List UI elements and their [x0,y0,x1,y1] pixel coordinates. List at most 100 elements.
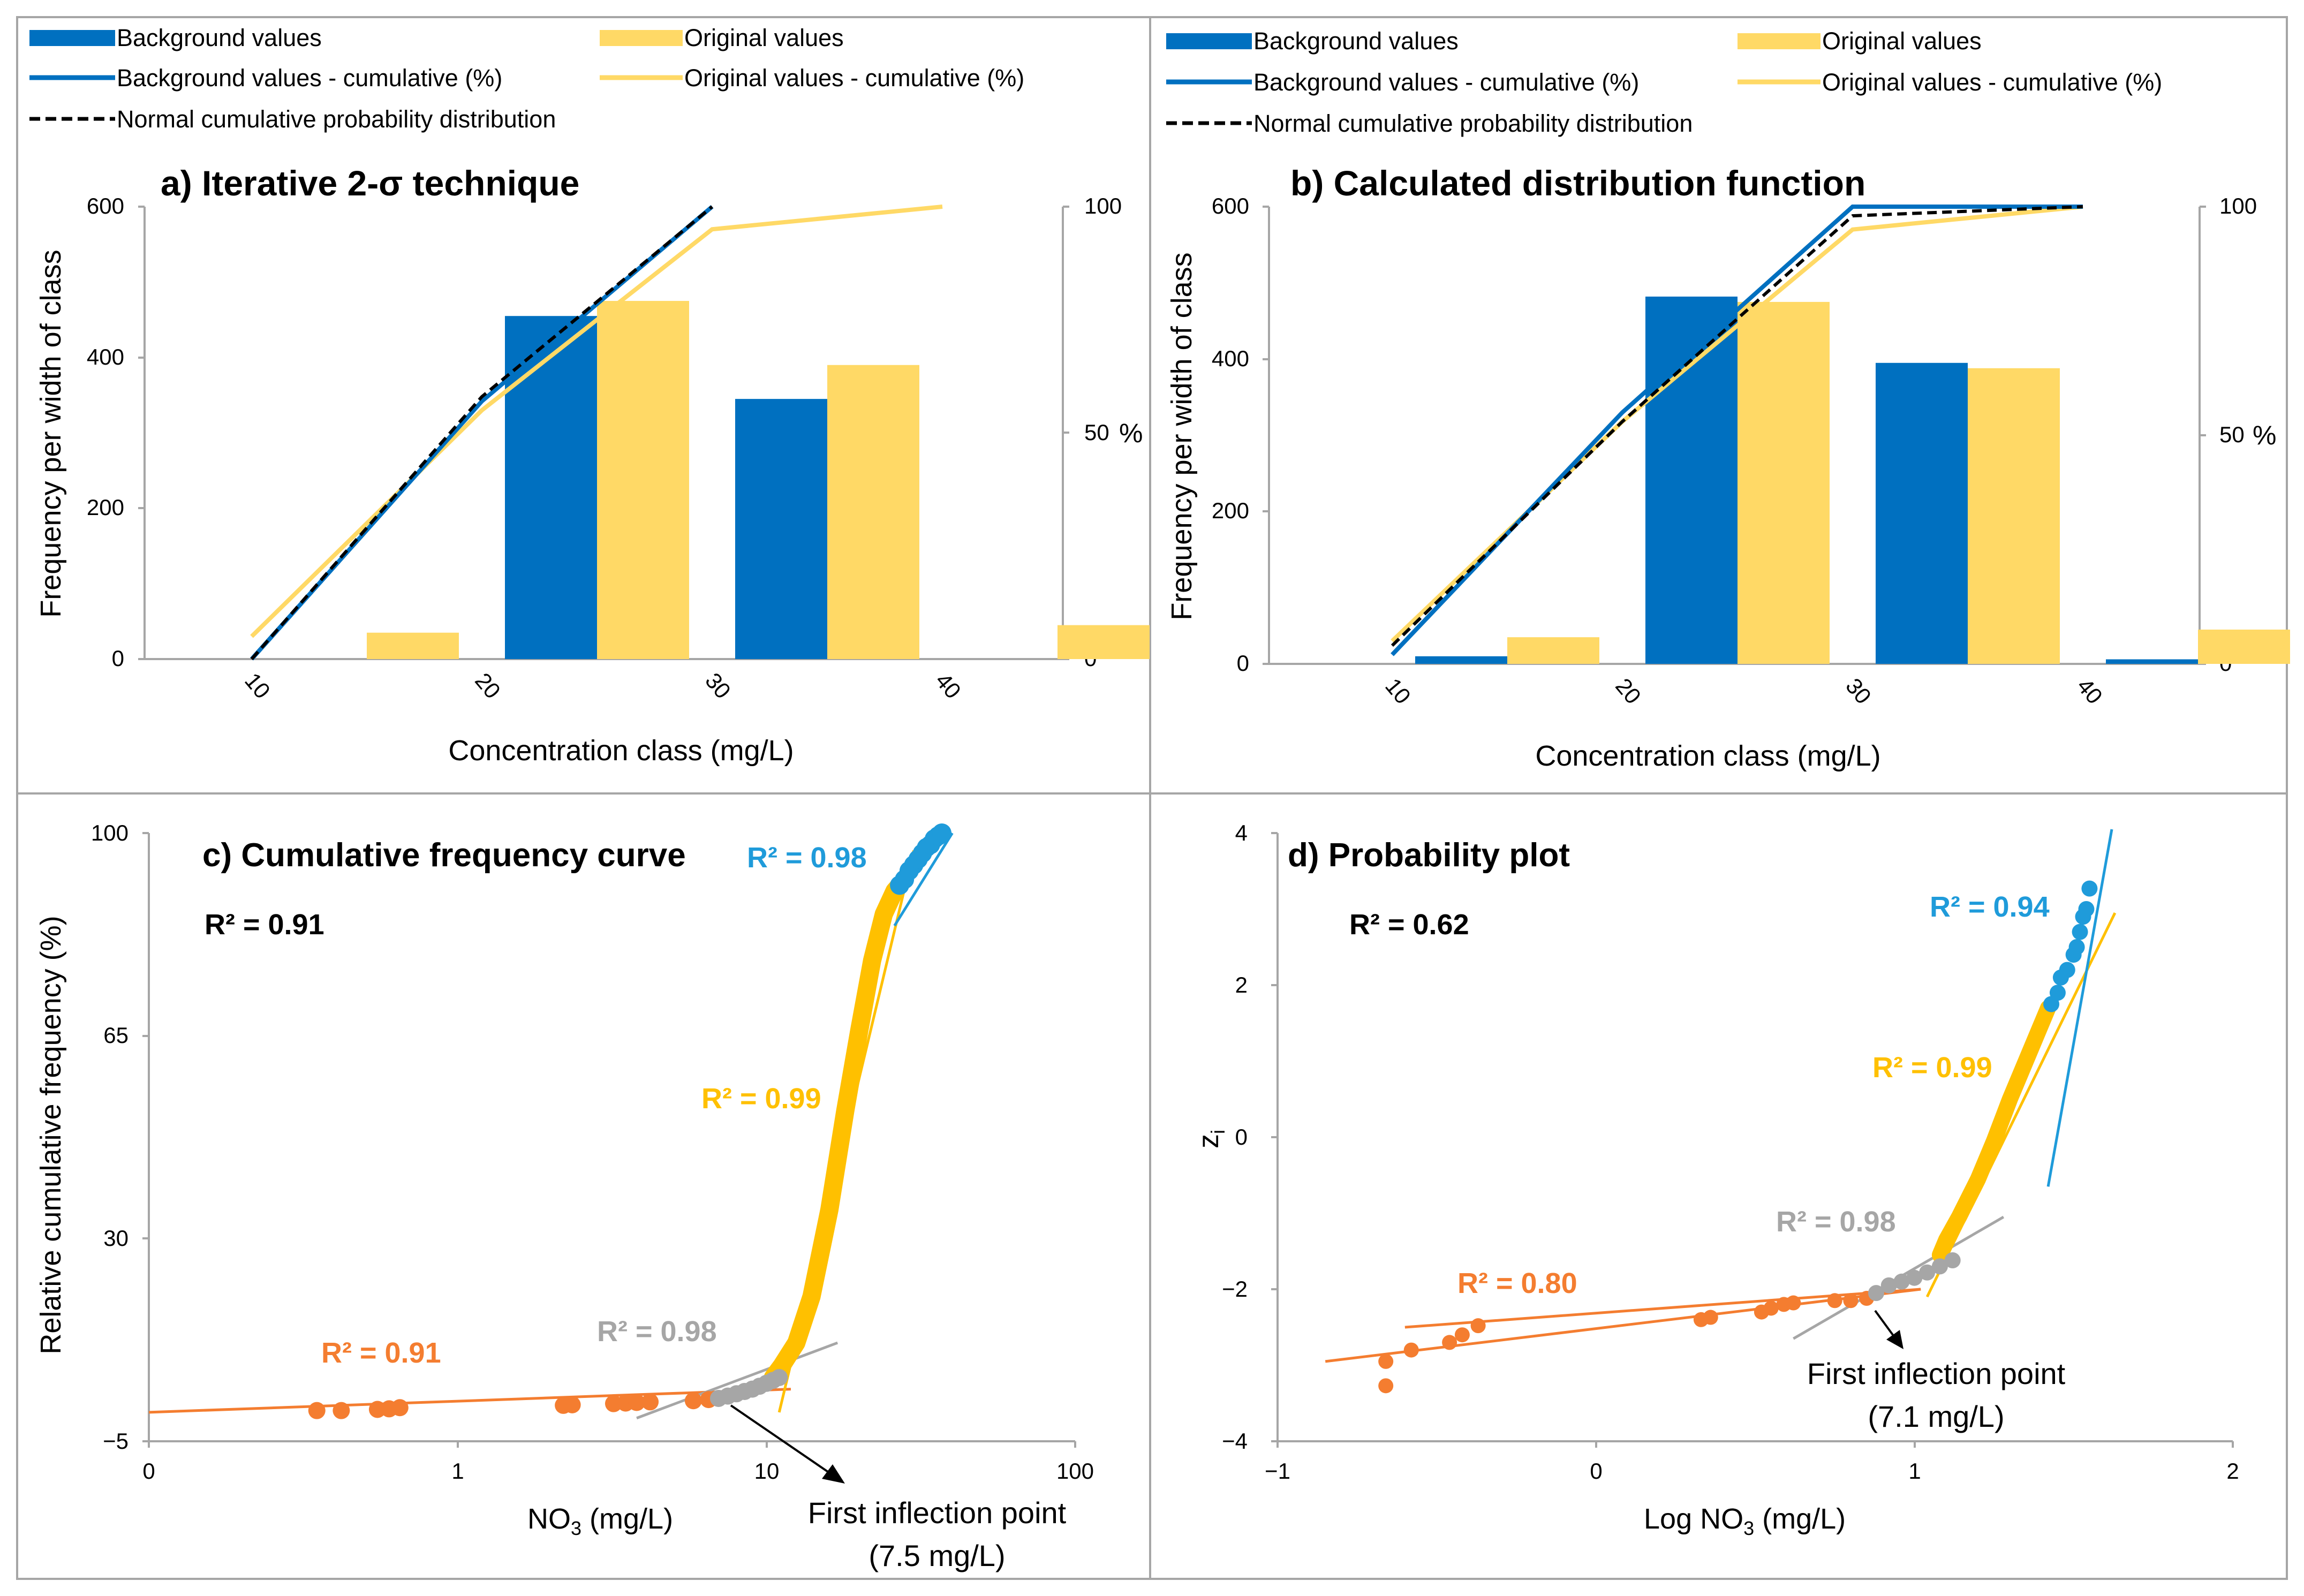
lines-a [250,205,943,661]
point-d-blue-3 [2059,962,2075,978]
y-tick-b-600: 600 [1212,193,1249,218]
y-tick-d--2: −2 [1222,1276,1248,1302]
legend-label-original-values: Original values [684,24,844,51]
bar-b-original-40 [2198,629,2290,664]
bar-a-original-20 [597,301,689,659]
point-c-orange-7 [605,1395,622,1412]
annotation-c-line2: (7.5 mg/L) [868,1539,1005,1572]
legend-label-original-values-b: Original values [1822,27,1982,55]
chart-title-d: d) Probability plot [1288,837,1570,874]
bar-b-background-30 [1876,362,1968,664]
y-tick-a-0: 0 [112,646,124,671]
bar-a-original-30 [827,365,919,659]
point-c-orange-9 [628,1394,646,1411]
x-tick-a-10: 10 [240,668,275,704]
x-tick-d-2: 2 [2226,1458,2239,1484]
annotation-d-line1: First inflection point [1807,1357,2066,1390]
x-tick-b-10: 10 [1380,674,1416,709]
legend-label-background-values: Background values [117,24,322,51]
y-axis-label-d-sub: i [1207,1130,1229,1134]
legend-swatch-original-bar [600,30,683,46]
y-tick-d--4: −4 [1222,1428,1248,1454]
x-tick-c-100: 100 [1056,1458,1094,1484]
y-tick-b-400: 400 [1212,346,1249,371]
point-c-gray-8 [770,1368,788,1386]
point-d-orange-11 [1786,1295,1801,1311]
point-d-blue-9 [2081,880,2098,897]
r2-label-c-blue: R² = 0.98 [747,842,867,874]
point-d-orange-1 [1378,1353,1394,1369]
x-tick-a-30: 30 [700,668,736,704]
bar-a-original-10 [367,632,459,659]
point-d-gray-6 [1944,1252,1961,1269]
point-d-gray-4 [1919,1264,1936,1281]
x-axis-label-b: Concentration class (mg/L) [1535,740,1880,772]
fit-line-c-blue [893,832,954,927]
legend-label-background-cumulative: Background values - cumulative (%) [117,64,502,92]
y-tick-d-4: 4 [1235,820,1248,845]
bar-a-original-40 [1057,625,1150,659]
point-d-gray-5 [1931,1258,1948,1275]
point-d-blue-6 [2072,924,2088,940]
fit-line-d-blue [2046,829,2113,1187]
point-d-gray-2 [1893,1273,1910,1290]
r2-label-c-gold: R² = 0.99 [701,1083,821,1115]
lines-b [1391,205,2083,656]
point-c-orange-11 [684,1392,702,1410]
y-tick-c-100: 100 [91,820,129,845]
bar-b-background-20 [1645,296,1738,664]
x-tick-b-40: 40 [2072,674,2107,709]
x-tick-a-40: 40 [931,668,966,704]
x-axis-label-d-unit: (mg/L) [1754,1503,1846,1535]
legend-label-original-cumulative-b: Original values - cumulative (%) [1822,69,2162,96]
panel-c-frame [16,792,1151,1580]
y-tick-d-0: 0 [1235,1124,1248,1149]
x-tick-c-1: 1 [451,1458,464,1484]
y-tick-a-600: 600 [87,193,124,218]
bar-b-original-30 [1968,368,2060,664]
x-tick-a-20: 20 [470,668,505,704]
y2-label-b: % [2253,420,2276,450]
inflection-arrow-c [730,1404,834,1476]
r2-overall-c: R² = 0.91 [205,909,324,941]
plot-c [148,823,954,1420]
point-d-orange-2 [1403,1342,1419,1358]
y2-label-a: % [1119,418,1143,448]
y2-tick-a-50: 50 [1084,420,1109,445]
r2-label-d-gold: R² = 0.99 [1872,1052,1992,1084]
line-b-background-cumulative [1391,205,2083,656]
chart-title-c: c) Cumulative frequency curve [202,837,686,874]
annotation-d-line2: (7.1 mg/L) [1868,1400,2004,1433]
x-tick-d-1: 1 [1908,1458,1921,1484]
r2-label-d-gray: R² = 0.98 [1776,1206,1896,1238]
panel-b: Background values Original values Backgr… [1166,27,2290,772]
x-tick-c-10: 10 [754,1458,780,1484]
y-tick-b-0: 0 [1237,650,1249,676]
point-d-orange-3 [1442,1335,1457,1350]
y-tick-c-30: 30 [103,1226,129,1251]
y-axis-label-d: zi [1192,1130,1229,1148]
point-c-orange-6 [563,1396,581,1413]
point-d-orange-0 [1378,1378,1394,1394]
bar-a-background-30 [735,399,827,659]
x-tick-d-0: 0 [1590,1458,1602,1484]
inflection-arrow-d [1874,1310,1897,1340]
r2-label-c-gray: R² = 0.98 [597,1315,717,1348]
point-d-blue-5 [2068,939,2085,955]
point-d-gray-0 [1868,1285,1884,1302]
point-c-orange-0 [308,1402,326,1419]
y-axis-label-b: Frequency per width of class [1166,252,1198,620]
panel-c: c) Cumulative frequency curve −5 30 65 1… [35,820,1094,1572]
bar-b-background-10 [1415,656,1507,664]
x-axis-label-c-main: NO [527,1503,571,1535]
r2-overall-d: R² = 0.62 [1349,909,1469,941]
x-axis-label-a: Concentration class (mg/L) [448,735,794,767]
point-d-orange-12 [1827,1293,1842,1308]
chart-title-b: b) Calculated distribution function [1290,163,1865,203]
legend-label-background-cumulative-b: Background values - cumulative (%) [1253,69,1639,96]
point-d-orange-9 [1763,1300,1779,1316]
point-d-orange-5 [1470,1318,1486,1334]
y-axis-label-d-main: z [1192,1134,1225,1148]
y-tick-c-65: 65 [103,1023,129,1048]
y2-tick-b-50: 50 [2219,422,2245,447]
